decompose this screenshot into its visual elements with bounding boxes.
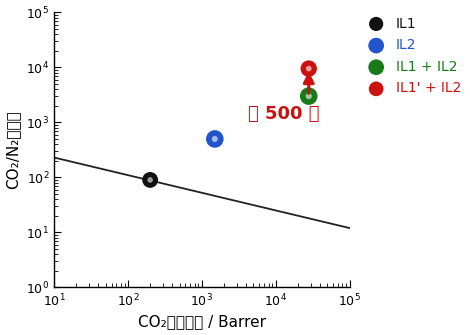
Point	[211, 136, 219, 142]
Point	[305, 93, 313, 99]
Point	[305, 66, 313, 71]
Point	[146, 177, 154, 183]
Legend: IL1, IL2, IL1 + IL2, IL1' + IL2: IL1, IL2, IL1 + IL2, IL1' + IL2	[360, 14, 464, 98]
Y-axis label: CO₂/N₂選択率: CO₂/N₂選択率	[6, 111, 21, 189]
X-axis label: CO₂透過係数 / Barrer: CO₂透過係数 / Barrer	[138, 315, 266, 329]
Point	[305, 66, 313, 71]
Text: 約 500 倍: 約 500 倍	[248, 105, 320, 123]
Point	[146, 177, 154, 183]
Point	[211, 136, 219, 142]
Point	[305, 93, 313, 99]
